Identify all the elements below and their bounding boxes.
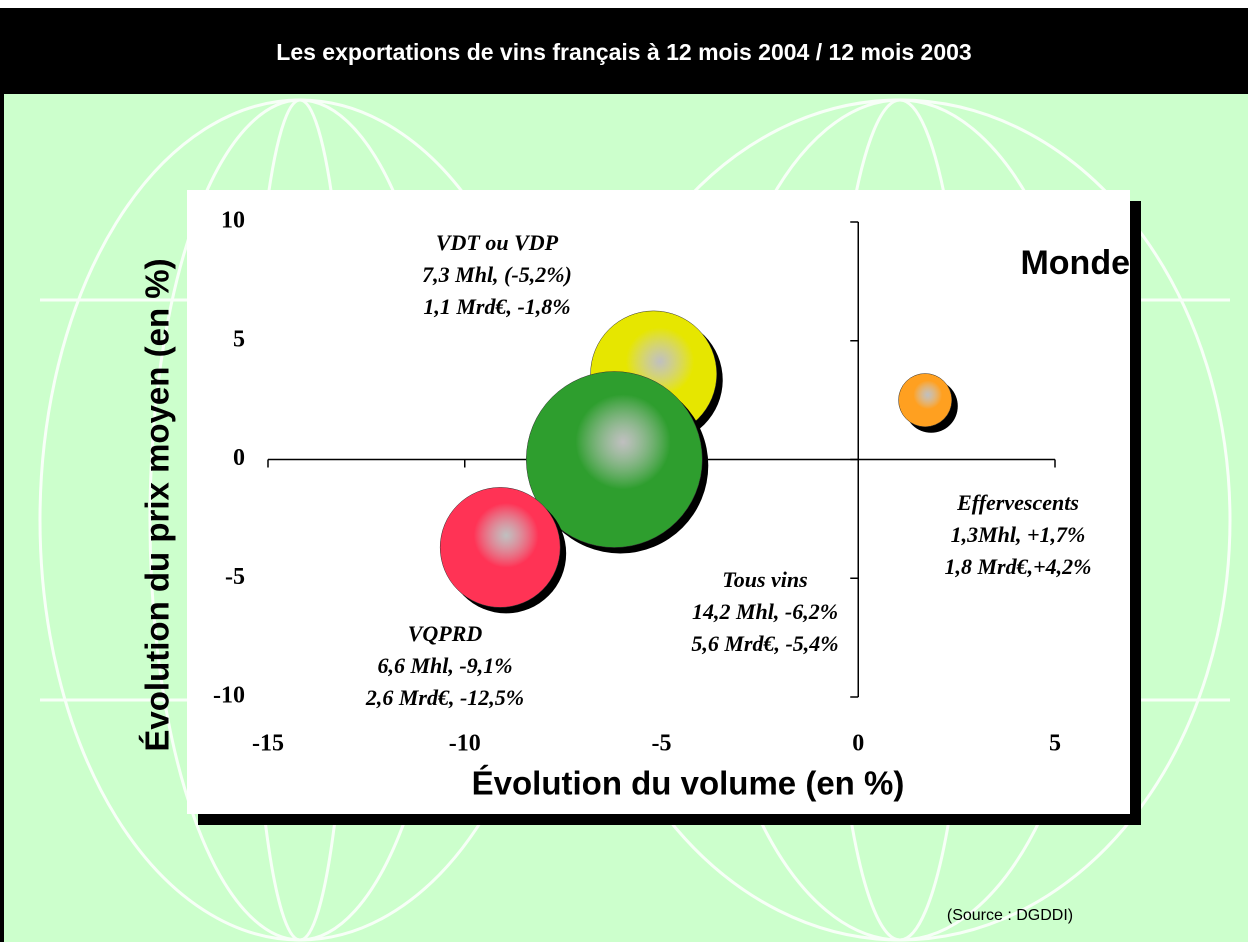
bubble-label: 1,3Mhl, +1,7%	[951, 522, 1086, 547]
y-tick-label: 0	[233, 445, 245, 471]
y-tick-label: 5	[233, 326, 245, 352]
x-tick-label: -10	[449, 731, 481, 757]
source-note: (Source : DGDDI)	[947, 907, 1073, 924]
title-bar	[0, 8, 1248, 94]
y-tick-label: -10	[213, 683, 245, 709]
region-label: Monde	[1020, 244, 1130, 282]
bubble-label: Effervescents	[956, 490, 1079, 515]
x-tick-label: -15	[252, 731, 284, 757]
x-tick-label: -5	[652, 731, 672, 757]
chart-title: Les exportations de vins français à 12 m…	[276, 39, 971, 65]
bubble-label: VDT ou VDP	[436, 230, 559, 255]
bubble-label: 1,8 Mrd€,+4,2%	[945, 554, 1092, 579]
y-tick-label: 10	[221, 208, 245, 234]
x-tick-label: 0	[852, 731, 864, 757]
bubble-label: 6,6 Mhl, -9,1%	[377, 653, 512, 678]
bubble	[439, 487, 561, 608]
bubble-label: 1,1 Mrd€, -1,8%	[423, 294, 570, 319]
bubble-label: 7,3 Mhl, (-5,2%)	[422, 262, 572, 287]
left-border	[0, 8, 4, 942]
y-axis-title: Évolution du prix moyen (en %)	[139, 258, 176, 751]
bubble-label: 5,6 Mrd€, -5,4%	[691, 631, 838, 656]
bubble	[898, 373, 953, 428]
y-tick-label: -5	[225, 564, 245, 590]
bubble-label: 2,6 Mrd€, -12,5%	[365, 685, 524, 710]
bubble-label: 14,2 Mhl, -6,2%	[692, 599, 838, 624]
bubble-label: VQPRD	[408, 621, 483, 646]
x-axis-title: Évolution du volume (en %)	[472, 765, 905, 802]
x-tick-label: 5	[1049, 731, 1061, 757]
bubble-label: Tous vins	[722, 567, 807, 592]
bubble	[526, 371, 703, 548]
